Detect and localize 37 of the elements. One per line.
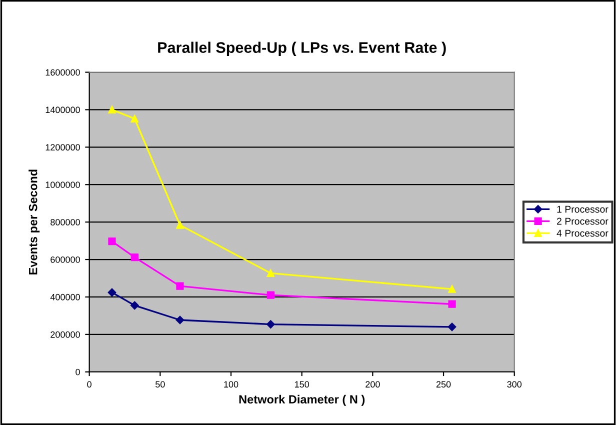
y-tick-label: 1000000 [46, 182, 80, 188]
y-tick-label: 600000 [50, 256, 80, 263]
point [176, 316, 184, 324]
x-tick-label: 100 [224, 381, 238, 388]
chart-title: Parallel Speed-Up ( LPs vs. Event Rate ) [158, 42, 446, 56]
point [108, 238, 116, 246]
x-tick-label: 300 [507, 381, 522, 388]
point [130, 114, 138, 123]
point [108, 288, 116, 297]
point [448, 322, 456, 332]
point [130, 253, 138, 262]
y-tick-label: 0 [76, 368, 80, 376]
legend-label: 1 Processor [557, 206, 608, 213]
point [108, 106, 116, 114]
point [176, 221, 184, 229]
x-axis-title: Network Diameter ( N ) [239, 394, 365, 406]
x-tick-label: 200 [366, 381, 380, 388]
y-tick-label: 1200000 [46, 144, 80, 151]
point [448, 300, 456, 308]
point [130, 301, 139, 310]
y-tick-label: 1400000 [46, 106, 80, 114]
point [448, 285, 456, 293]
point [176, 282, 184, 290]
y-axis-title: Events per Second [28, 170, 40, 274]
point [266, 320, 275, 328]
y-tick-label: 1600000 [46, 69, 80, 76]
x-tick-label: 250 [436, 381, 451, 388]
x-tick-label: 150 [295, 381, 310, 388]
point [266, 291, 274, 299]
x-tick-label: 0 [87, 381, 92, 388]
point [266, 269, 274, 278]
y-tick-label: 400000 [50, 294, 80, 300]
legend-label: 4 Processor [556, 230, 608, 237]
x-tick-label: 50 [156, 381, 165, 388]
y-tick-label: 200000 [50, 331, 80, 338]
legend-label: 2 Processor [557, 218, 608, 225]
y-tick-label: 800000 [50, 219, 80, 226]
